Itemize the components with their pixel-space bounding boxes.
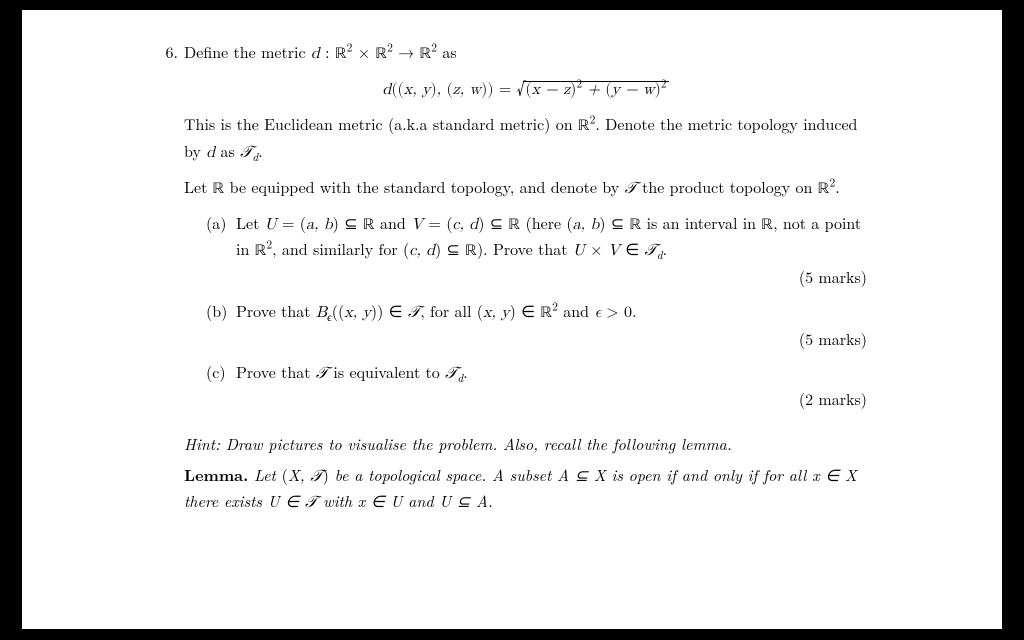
part-a-label: (a) bbox=[206, 211, 236, 263]
part-a: (a) Let U = (a, b) ⊆ ℝ and V = (c, d) ⊆ … bbox=[206, 211, 867, 263]
lemma: Lemma. Let (X, 𝒯) be a topological space… bbox=[184, 463, 867, 513]
problem-body: Define the metric d : ℝ2 × ℝ2 → ℝ2 as d(… bbox=[184, 40, 867, 514]
part-a-body: Let U = (a, b) ⊆ ℝ and V = (c, d) ⊆ ℝ (h… bbox=[236, 211, 867, 263]
part-a-marks: (5 marks) bbox=[206, 265, 867, 288]
intro-line: Define the metric d : ℝ2 × ℝ2 → ℝ2 as bbox=[184, 40, 867, 66]
lemma-heading: Lemma. bbox=[184, 463, 248, 486]
paragraph-euclidean: This is the Euclidean metric (a.k.a stan… bbox=[184, 112, 867, 164]
paragraph-product-topology: Let ℝ be equipped with the standard topo… bbox=[184, 175, 867, 201]
part-b-label: (b) bbox=[206, 299, 236, 325]
part-b-body: Prove that Bϵ((x, y)) ∈ 𝒯, for all (x, y… bbox=[236, 299, 867, 325]
document-page: 6. Define the metric d : ℝ2 × ℝ2 → ℝ2 as… bbox=[22, 10, 1002, 629]
part-c: (c) Prove that 𝒯 is equivalent to 𝒯d. bbox=[206, 360, 867, 385]
metric-formula: d((x, y), (z, w)) = (x − z)2 + (y − w)2 bbox=[184, 74, 867, 102]
hint: Hint: Draw pictures to visualise the pro… bbox=[184, 432, 867, 455]
problem-number: 6. bbox=[152, 40, 184, 514]
part-c-label: (c) bbox=[206, 360, 236, 385]
problem-6: 6. Define the metric d : ℝ2 × ℝ2 → ℝ2 as… bbox=[152, 40, 867, 514]
part-b-marks: (5 marks) bbox=[206, 327, 867, 350]
part-c-marks: (2 marks) bbox=[206, 387, 867, 410]
part-c-body: Prove that 𝒯 is equivalent to 𝒯d. bbox=[236, 360, 867, 385]
part-b: (b) Prove that Bϵ((x, y)) ∈ 𝒯, for all (… bbox=[206, 299, 867, 325]
subparts: (a) Let U = (a, b) ⊆ ℝ and V = (c, d) ⊆ … bbox=[184, 211, 867, 410]
